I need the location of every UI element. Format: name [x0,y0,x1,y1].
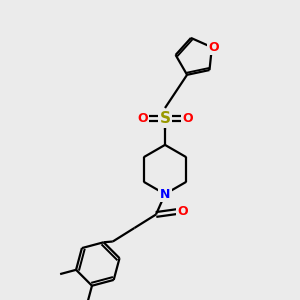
Text: O: O [182,112,193,125]
Text: S: S [160,111,170,126]
Text: O: O [208,41,219,54]
Text: O: O [178,205,188,218]
Text: N: N [160,188,170,201]
Text: O: O [137,112,148,125]
